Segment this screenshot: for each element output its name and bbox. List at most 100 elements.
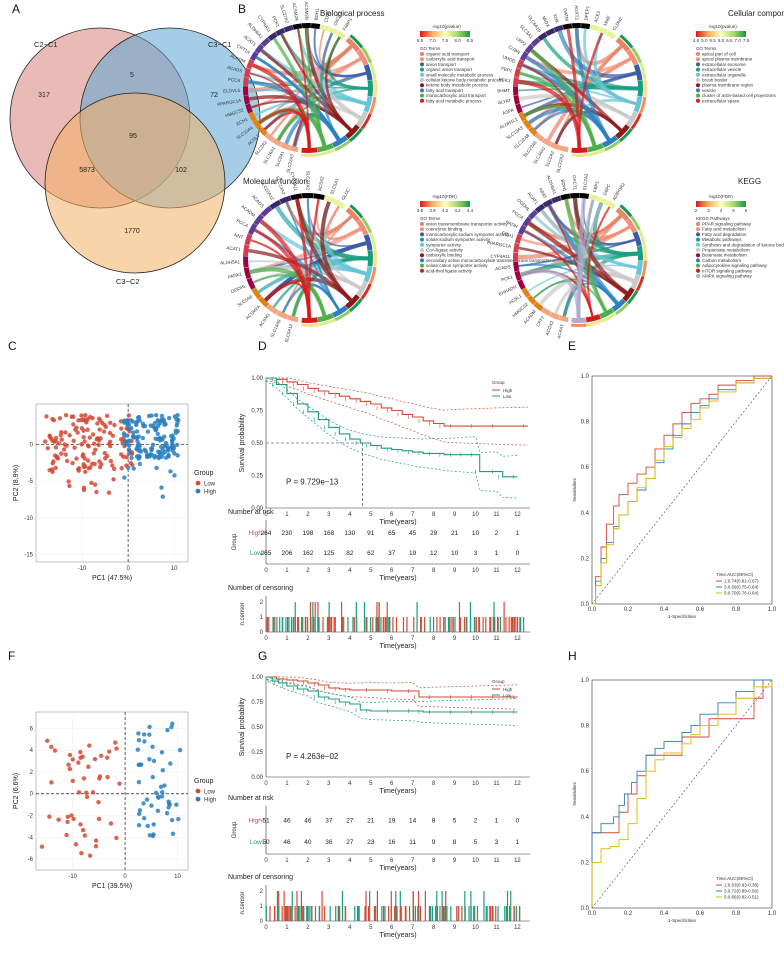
risk-value: 1 [516,839,520,846]
chord-pvalue-segment [369,96,377,115]
chord-term-segment [625,218,638,233]
pca-y-label: PC2 (8.9%) [13,465,20,501]
chord-scale-tick: 6.5 [726,38,733,43]
chord-term-segment [632,231,642,247]
pca-point-low [56,817,61,822]
panel-label-f: F [8,649,15,663]
chord-scale-tick: 8.5 [467,38,474,43]
pca-point-low [96,816,102,822]
risk-x-tick: 11 [493,858,500,864]
chord-term-segment [571,147,588,153]
risk-x-label: Time(years) [379,865,416,872]
chord-term-segment [356,49,369,66]
chord-gene-segment [597,26,608,35]
pca-point-low [76,790,82,795]
chord-legend-term: Carbon metabolism [702,258,741,263]
pca-point-high [142,447,147,452]
chord-pvalue-segment [604,139,621,152]
chord-gene-label: ACADS [251,194,265,209]
chord-gene-segment [246,59,255,70]
chord-legend-term: ketone body metabolic process [426,83,489,88]
pca-point-low [71,414,76,419]
pca-point-low [48,436,54,441]
chord-legend-swatch [420,222,424,226]
pca-point-high [165,727,170,733]
chord-ribbon [264,281,311,319]
chord-pvalue-segment [369,232,377,250]
km-y-tick: 0.75 [251,700,263,706]
km-x-tick: 3 [327,781,331,787]
risk-value: 206 [282,550,293,557]
pca-point-low [85,427,90,432]
pca-point-high [174,416,179,422]
pca-x-tick: 0 [123,874,127,880]
pca-point-high [151,822,156,827]
chord-gene-label: BDH1 [560,179,567,192]
chord-legend-swatch [696,78,700,82]
chord-legend-swatch [696,57,700,62]
risk-value: 0 [516,550,520,557]
chord-scale-tick: 5.0 [701,38,708,43]
censor-x-label: Time(years) [379,932,416,939]
roc-y-label: Sensitivities [572,781,577,806]
pca-point-high [149,448,154,453]
roc-x-tick: 0.4 [660,911,669,917]
pca-point-high [156,454,162,459]
km-pvalue: P = 9.729e−13 [286,478,339,487]
chord-legend-term: mTOR signaling pathway [702,268,753,273]
risk-x-tick: 5 [369,858,373,864]
chord-gene-label: ACAT1 [243,34,258,47]
chord-gene-segment [551,195,562,204]
chord-gene-label: ACADM [240,204,256,218]
chord-legend-term: extracellular organelle [702,72,747,77]
pca-point-low [94,489,99,495]
chord-gene-segment [550,142,561,151]
chord-gene-label: ACAA1 [556,323,564,339]
km-x-tick: 7 [411,781,415,787]
pca-y-tick: 2 [30,770,34,776]
chord-gene-segment [522,119,532,130]
pca-point-high [166,452,171,458]
pca-point-low [65,458,70,464]
chord-legend-term: solute:sodium symporter activity [426,237,491,242]
censor-x-tick: 8 [432,636,436,642]
pca-point-high [162,422,167,427]
venn-value-abc: 95 [129,133,137,140]
chord-legend-term: CoA-ligase activity [426,248,464,253]
pca-point-high [145,823,150,829]
chord-pvalue-segment [360,283,372,300]
chord-scale-tick: 6.5 [417,38,424,43]
pca-point-low [87,435,93,440]
pca-point-high [154,465,159,471]
pca-point-low [70,460,75,466]
roc-legend-entry: 5:0.66(0.82-0.51) [724,895,759,900]
chord-gene-segment [260,205,273,217]
chord-gene-segment [260,37,271,47]
chord-gene-segment [286,314,299,323]
censor-x-tick: 6 [390,636,394,642]
pca-point-high [122,475,127,480]
chord-legend-term: acid-thiol ligase activity [426,268,473,273]
chord-gene-segment [513,76,519,87]
censor-y-tick: 1 [260,904,264,910]
pca-point-low [114,746,119,751]
pca-point-low [50,469,55,475]
pca-point-low [66,479,71,484]
risk-x-tick: 0 [264,568,268,574]
chord-gene-label: OGDHL [516,198,531,213]
chord-legend-swatch [696,237,700,242]
censor-x-tick: 9 [453,925,457,931]
censor-y-label: n.censor [240,602,246,625]
chord-gene-segment [571,23,581,29]
chord-term-segment [633,96,643,113]
chord-scale-tick: 4.4 [467,208,474,213]
pca-point-high [170,831,176,837]
chord-term-segment [345,124,360,139]
chord-gene-label: ECH1 [236,116,249,126]
chord-term-segment [585,314,601,323]
pca-point-low [130,462,135,468]
pca-point-high [151,758,157,764]
chord-scale-tick: 2 [695,208,698,213]
chord-term-segment [633,63,643,81]
censor-x-tick: 9 [453,636,457,642]
